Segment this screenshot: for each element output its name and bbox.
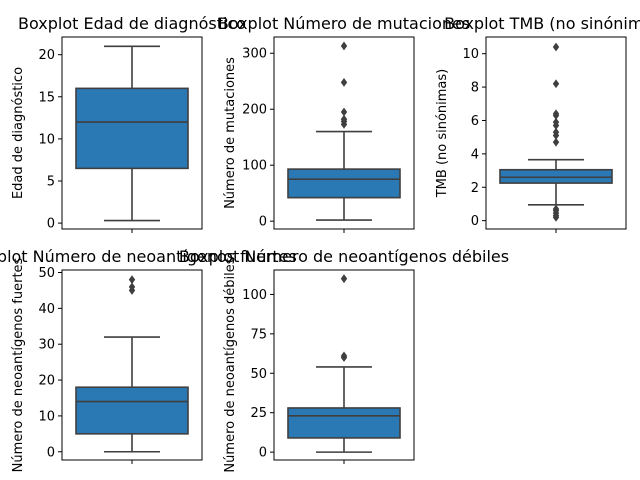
axes-frame [61,269,203,461]
y-tick-label: 0 [471,214,479,229]
y-tick-label: 6 [471,114,479,129]
y-axis-label: TMB (no sinónimas) [435,69,450,199]
y-tick-label: 20 [38,48,55,63]
outlier-point [552,137,560,147]
y-tick-label: 50 [250,367,267,382]
y-tick-label: 8 [471,81,479,96]
axes-frame [61,36,203,230]
iqr-box [75,87,189,170]
outlier-point [552,79,560,89]
y-tick-label: 20 [38,374,55,389]
y-axis-label: Número de neoantígenos fuertes [11,257,26,472]
y-tick-label: 75 [250,327,267,342]
outlier-point [340,114,348,124]
outlier-point [552,42,560,52]
subplot-title: Boxplot TMB (no sinónimas) [444,14,640,33]
subplot-title: Boxplot Número de mutaciones [218,14,470,33]
outlier-point [552,204,560,214]
y-tick-label: 10 [462,47,479,62]
y-tick-label: 100 [242,159,267,174]
axes-frame [273,269,415,461]
subplot-5: Boxplot Número de neoantígenos débilesNú… [179,247,509,473]
y-tick-label: 5 [47,175,55,190]
outlier-point [340,107,348,117]
axes-frame [485,36,627,230]
subplot-1: Boxplot Edad de diagnóstico Edad de diagn… [11,14,246,233]
iqr-box [287,407,401,439]
iqr-box [287,168,401,199]
subplot-2: Boxplot Número de mutaciones Número de mu… [218,14,470,233]
y-tick-label: 300 [242,47,267,62]
outlier-point [128,282,136,292]
y-tick-label: 30 [38,338,55,353]
y-tick-label: 25 [250,406,267,421]
axes-frame [273,36,415,230]
iqr-box [499,168,613,184]
outlier-point [552,109,560,119]
y-tick-label: 0 [47,217,55,232]
y-tick-label: 50 [38,266,55,281]
iqr-box [75,386,189,435]
y-tick-label: 100 [242,288,267,303]
outlier-point [340,274,348,284]
y-tick-label: 10 [38,132,55,147]
y-tick-label: 4 [471,147,479,162]
y-tick-label: 40 [38,302,55,317]
subplot-4: Boxplot Número de neoantígenos fuertesNú… [0,247,297,472]
y-tick-label: 0 [259,215,267,230]
y-tick-label: 200 [242,103,267,118]
y-tick-label: 10 [38,409,55,424]
subplot-title: Boxplot Edad de diagnóstico [18,14,246,33]
y-tick-label: 0 [259,446,267,461]
outlier-point [340,351,348,361]
outlier-point [340,41,348,51]
y-tick-label: 2 [471,181,479,196]
outlier-point [552,117,560,127]
y-tick-label: 0 [47,445,55,460]
y-tick-label: 15 [38,90,55,105]
y-axis-label: Edad de diagnóstico [11,67,26,199]
subplot-3: Boxplot TMB (no sinónimas) TMB (no sinóni… [435,14,640,233]
y-axis-label: Número de neoantígenos débiles [223,257,238,472]
outlier-point [340,77,348,87]
subplot-title: Boxplot Número de neoantígenos débiles [179,247,509,266]
outlier-point [128,275,136,285]
subplot-title: Boxplot Número de neoantígenos fuertes [0,247,297,266]
outlier-point [552,127,560,137]
y-axis-label: Número de mutaciones [223,57,238,209]
